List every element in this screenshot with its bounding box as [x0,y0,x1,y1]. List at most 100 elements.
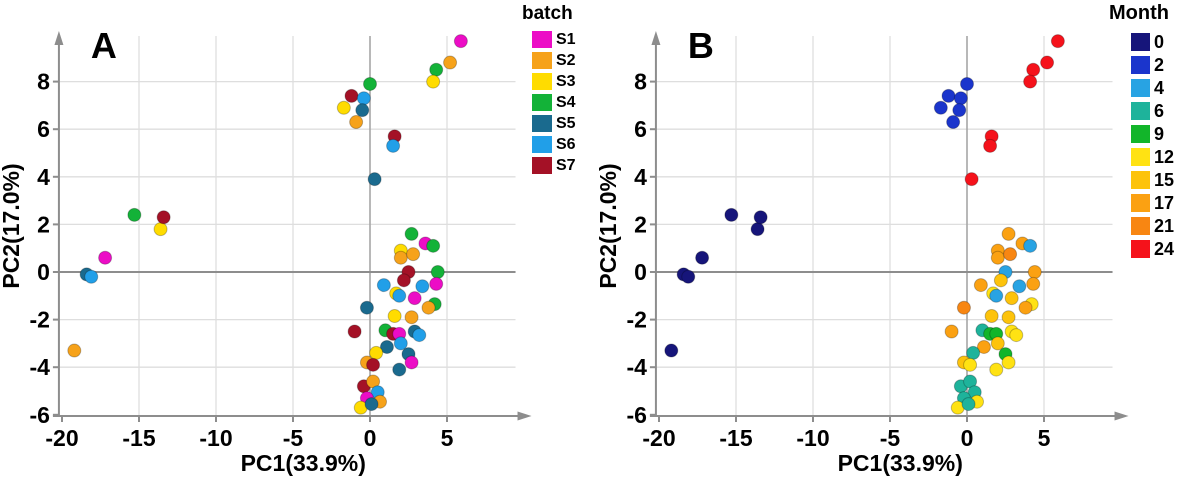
legend-label: S1 [556,30,576,48]
x-tick-label: -10 [199,425,232,451]
legend-swatch [532,115,552,132]
legend-label: 0 [1154,31,1165,52]
data-point [750,222,765,237]
data-point [989,288,1004,303]
data-point [392,288,407,303]
data-point [944,324,959,339]
legend-swatch [532,94,552,111]
data-point [376,278,391,293]
legend-item-6: 6 [1106,99,1174,122]
legend-swatch [532,136,552,153]
data-point [443,55,458,70]
panel-b-plot: -20 -15 -10 -5 0 5 8 6 4 2 0 -2 -4 -6 B PC1(33.9%) PC2(1… [595,25,1129,476]
legend-swatch [1131,216,1150,235]
legend-item-15: 15 [1106,168,1174,191]
data-point [1001,355,1016,370]
data-point [984,309,999,324]
data-point [426,238,441,253]
data-point [84,269,99,284]
data-point [367,172,382,187]
y-tick-label: 4 [634,164,647,190]
data-point [453,34,468,49]
legend-batch-items: S1 S2 S3 S4 S5 S6 S7 [521,29,576,176]
panel-a-plot: -20 -15 -10 -5 0 5 8 6 4 2 0 -2 -4 -6 A PC1(33.9%) PC2(1… [0,25,532,476]
data-point [429,62,444,77]
data-point [946,115,961,130]
data-point [407,291,422,306]
data-point [990,250,1005,265]
legend-swatch [1131,124,1150,143]
data-point [1001,226,1016,241]
data-point [404,226,419,241]
x-axis-title: PC1(33.9%) [838,450,963,476]
legend-item-S4: S4 [521,92,576,113]
data-point [933,100,948,115]
data-point [67,343,82,358]
data-point [387,309,402,324]
x-tick-label: -15 [719,425,752,451]
y-tick-label: 6 [37,116,50,142]
y-tick-label: 4 [37,164,50,190]
y-tick-label: 8 [37,69,50,95]
x-tick-label: -20 [45,425,78,451]
legend-label: 4 [1154,77,1165,98]
legend-item-S3: S3 [521,71,576,92]
data-point [952,103,967,118]
data-point [406,247,421,262]
data-point [1026,62,1041,77]
y-axis-title: PC2(17.0%) [0,163,24,288]
data-point [990,336,1005,351]
y-tick-label: 2 [634,211,647,237]
legend-swatch [532,31,552,48]
x-tick-label: 5 [441,425,454,451]
data-point [964,172,979,187]
data-point [1050,34,1065,49]
y-tick-label: 0 [37,259,50,285]
data-point [1018,300,1033,315]
x-axis-title: PC1(33.9%) [241,450,366,476]
x-tick-label: -5 [283,425,304,451]
data-point [1009,328,1024,343]
legend-swatch [1131,78,1150,97]
data-point [960,76,974,91]
legend-label: 15 [1154,169,1175,190]
legend-label: S6 [556,135,576,153]
data-point [404,355,419,370]
legend-month-title: Month [1109,2,1169,24]
data-point [1012,279,1027,294]
x-tick-label: -20 [642,425,675,451]
data-point [1023,74,1038,89]
data-point [156,210,171,225]
legend-label: 9 [1154,123,1165,144]
data-point [989,362,1004,377]
x-tick-label: -10 [796,425,829,451]
data-point [356,91,371,106]
data-point [1023,238,1038,253]
legend-label: 21 [1154,215,1175,236]
legend-label: S7 [556,156,576,174]
data-point [1026,276,1041,291]
data-point [664,343,679,358]
data-point [961,397,976,412]
data-point [983,138,998,153]
legend-label: 6 [1154,100,1165,121]
legend-swatch [1131,239,1150,258]
y-tick-label: 2 [37,211,50,237]
legend-month-items: 0 2 4 6 9 12 15 17 21 24 [1106,30,1174,260]
data-point [956,300,971,315]
y-axis-arrow [651,31,661,45]
x-tick-label: -15 [122,425,155,451]
data-point [336,100,351,115]
data-point [363,76,377,91]
legend-item-12: 12 [1106,145,1174,168]
data-point [355,103,370,118]
data-point [426,74,441,89]
data-point [976,339,991,354]
y-tick-label: 6 [634,116,647,142]
x-axis-arrow [1114,411,1129,421]
y-tick-label: -4 [626,354,647,380]
data-point [415,279,430,294]
legend-item-2: 2 [1106,53,1174,76]
data-point [396,273,411,288]
data-point [753,210,768,225]
